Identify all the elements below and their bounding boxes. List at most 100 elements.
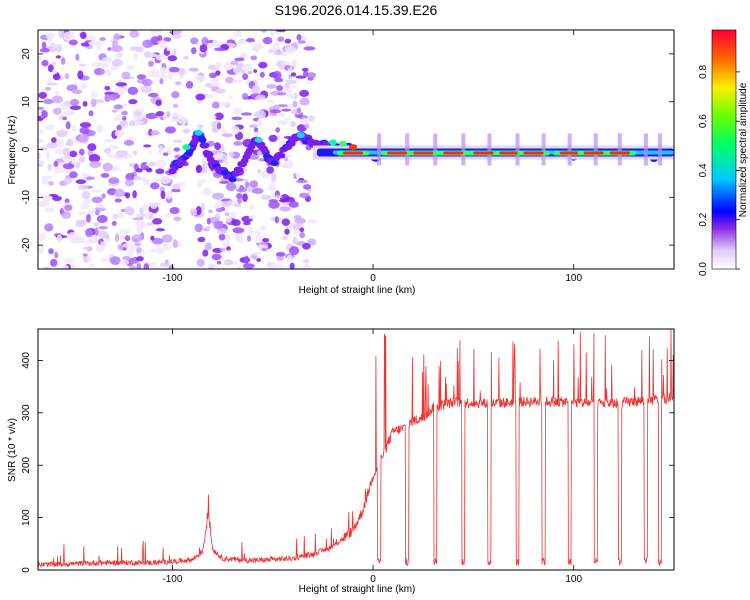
noise-blob xyxy=(148,213,153,219)
noise-blob xyxy=(48,181,54,186)
noise-blob xyxy=(275,251,286,257)
noise-blob xyxy=(38,245,45,254)
noise-blob xyxy=(79,134,87,141)
noise-blob xyxy=(114,53,122,59)
noise-blob xyxy=(236,266,242,269)
noise-blob xyxy=(252,187,264,194)
noise-blob xyxy=(127,86,139,95)
noise-blob xyxy=(54,148,64,155)
carrier-peak xyxy=(523,151,544,155)
colorbar-ticks: 0.0 0.2 0.4 0.6 0.8 xyxy=(698,64,740,276)
noise-blob xyxy=(272,70,282,80)
noise-blob xyxy=(216,260,222,265)
snr-x-tick-label: -100 xyxy=(162,574,182,585)
noise-blob xyxy=(224,212,230,217)
noise-blob xyxy=(98,62,110,69)
noise-blob xyxy=(286,103,295,109)
noise-blob xyxy=(211,253,222,261)
noise-blob xyxy=(80,42,91,47)
noise-blob xyxy=(211,101,220,109)
noise-blob xyxy=(81,190,91,200)
noise-blob xyxy=(225,76,235,84)
noise-blob xyxy=(281,218,291,226)
noise-blob xyxy=(217,227,228,235)
carrier-peak xyxy=(443,151,464,155)
noise-blob xyxy=(158,44,167,49)
noise-blob xyxy=(114,130,125,138)
carrier-peak xyxy=(473,151,494,155)
noise-blob xyxy=(275,127,280,133)
noise-blob xyxy=(290,72,297,77)
snr-y-tick-label: 0 xyxy=(21,567,32,573)
noise-blob xyxy=(114,198,122,203)
noise-blob xyxy=(122,154,133,158)
noise-blob xyxy=(44,207,56,213)
noise-blob xyxy=(232,227,245,234)
noise-blob xyxy=(177,181,186,187)
noise-blob xyxy=(298,192,310,199)
noise-blob xyxy=(126,64,135,70)
noise-blob xyxy=(256,94,266,100)
noise-blob xyxy=(106,154,119,158)
noise-blob xyxy=(236,64,243,72)
noise-blob xyxy=(284,228,290,235)
noise-blob xyxy=(214,61,223,68)
noise-blob xyxy=(54,251,59,259)
noise-blob xyxy=(47,76,52,84)
noise-blob xyxy=(122,255,132,261)
carrier-spike xyxy=(461,133,466,166)
noise-blob xyxy=(202,249,209,257)
noise-blob xyxy=(100,172,110,178)
noise-blob xyxy=(71,124,77,132)
noise-blob xyxy=(223,259,234,266)
noise-blob xyxy=(41,41,47,49)
noise-blob xyxy=(216,122,222,130)
noise-blob xyxy=(165,212,172,219)
noise-blob xyxy=(43,124,56,131)
hotspot-blob xyxy=(328,139,337,146)
track-blob xyxy=(228,176,237,183)
noise-blob xyxy=(176,115,189,125)
noise-blob xyxy=(157,40,168,44)
noise-blob xyxy=(172,103,179,109)
noise-blob xyxy=(190,37,199,45)
noise-blob xyxy=(268,48,274,54)
colorbar-tick-label: 0.6 xyxy=(698,114,709,128)
noise-blob xyxy=(132,150,138,156)
noise-blob xyxy=(142,78,153,87)
noise-blob xyxy=(172,139,184,143)
noise-blob xyxy=(88,263,96,267)
noise-blob xyxy=(69,171,78,179)
noise-blob xyxy=(251,251,262,256)
noise-blob xyxy=(119,120,128,126)
noise-blob xyxy=(302,243,311,250)
hotspot-blob xyxy=(194,129,203,136)
noise-blob xyxy=(227,95,234,100)
noise-blob xyxy=(299,89,310,97)
noise-blob xyxy=(53,167,64,174)
noise-blob xyxy=(262,37,273,45)
noise-blob xyxy=(231,125,240,135)
noise-blob xyxy=(75,221,86,228)
noise-blob xyxy=(308,115,315,122)
noise-blob xyxy=(104,93,111,103)
colorbar-tick-label: 0.8 xyxy=(698,64,709,78)
noise-blob xyxy=(49,43,61,48)
noise-blob xyxy=(61,211,72,219)
noise-blob xyxy=(164,126,177,134)
noise-blob xyxy=(170,30,183,35)
colorbar-tick-label: 0.4 xyxy=(698,163,709,177)
noise-blob xyxy=(295,179,308,184)
noise-blob xyxy=(248,204,254,210)
noise-blob xyxy=(290,120,297,127)
noise-blob xyxy=(116,212,125,219)
noise-blob xyxy=(296,34,302,41)
noise-blob xyxy=(143,263,150,269)
noise-blob xyxy=(68,39,78,46)
noise-blob xyxy=(95,124,104,134)
hotspot-blob xyxy=(182,144,191,151)
noise-blob xyxy=(121,110,128,116)
noise-blob xyxy=(75,161,81,169)
noise-blob xyxy=(248,226,254,236)
